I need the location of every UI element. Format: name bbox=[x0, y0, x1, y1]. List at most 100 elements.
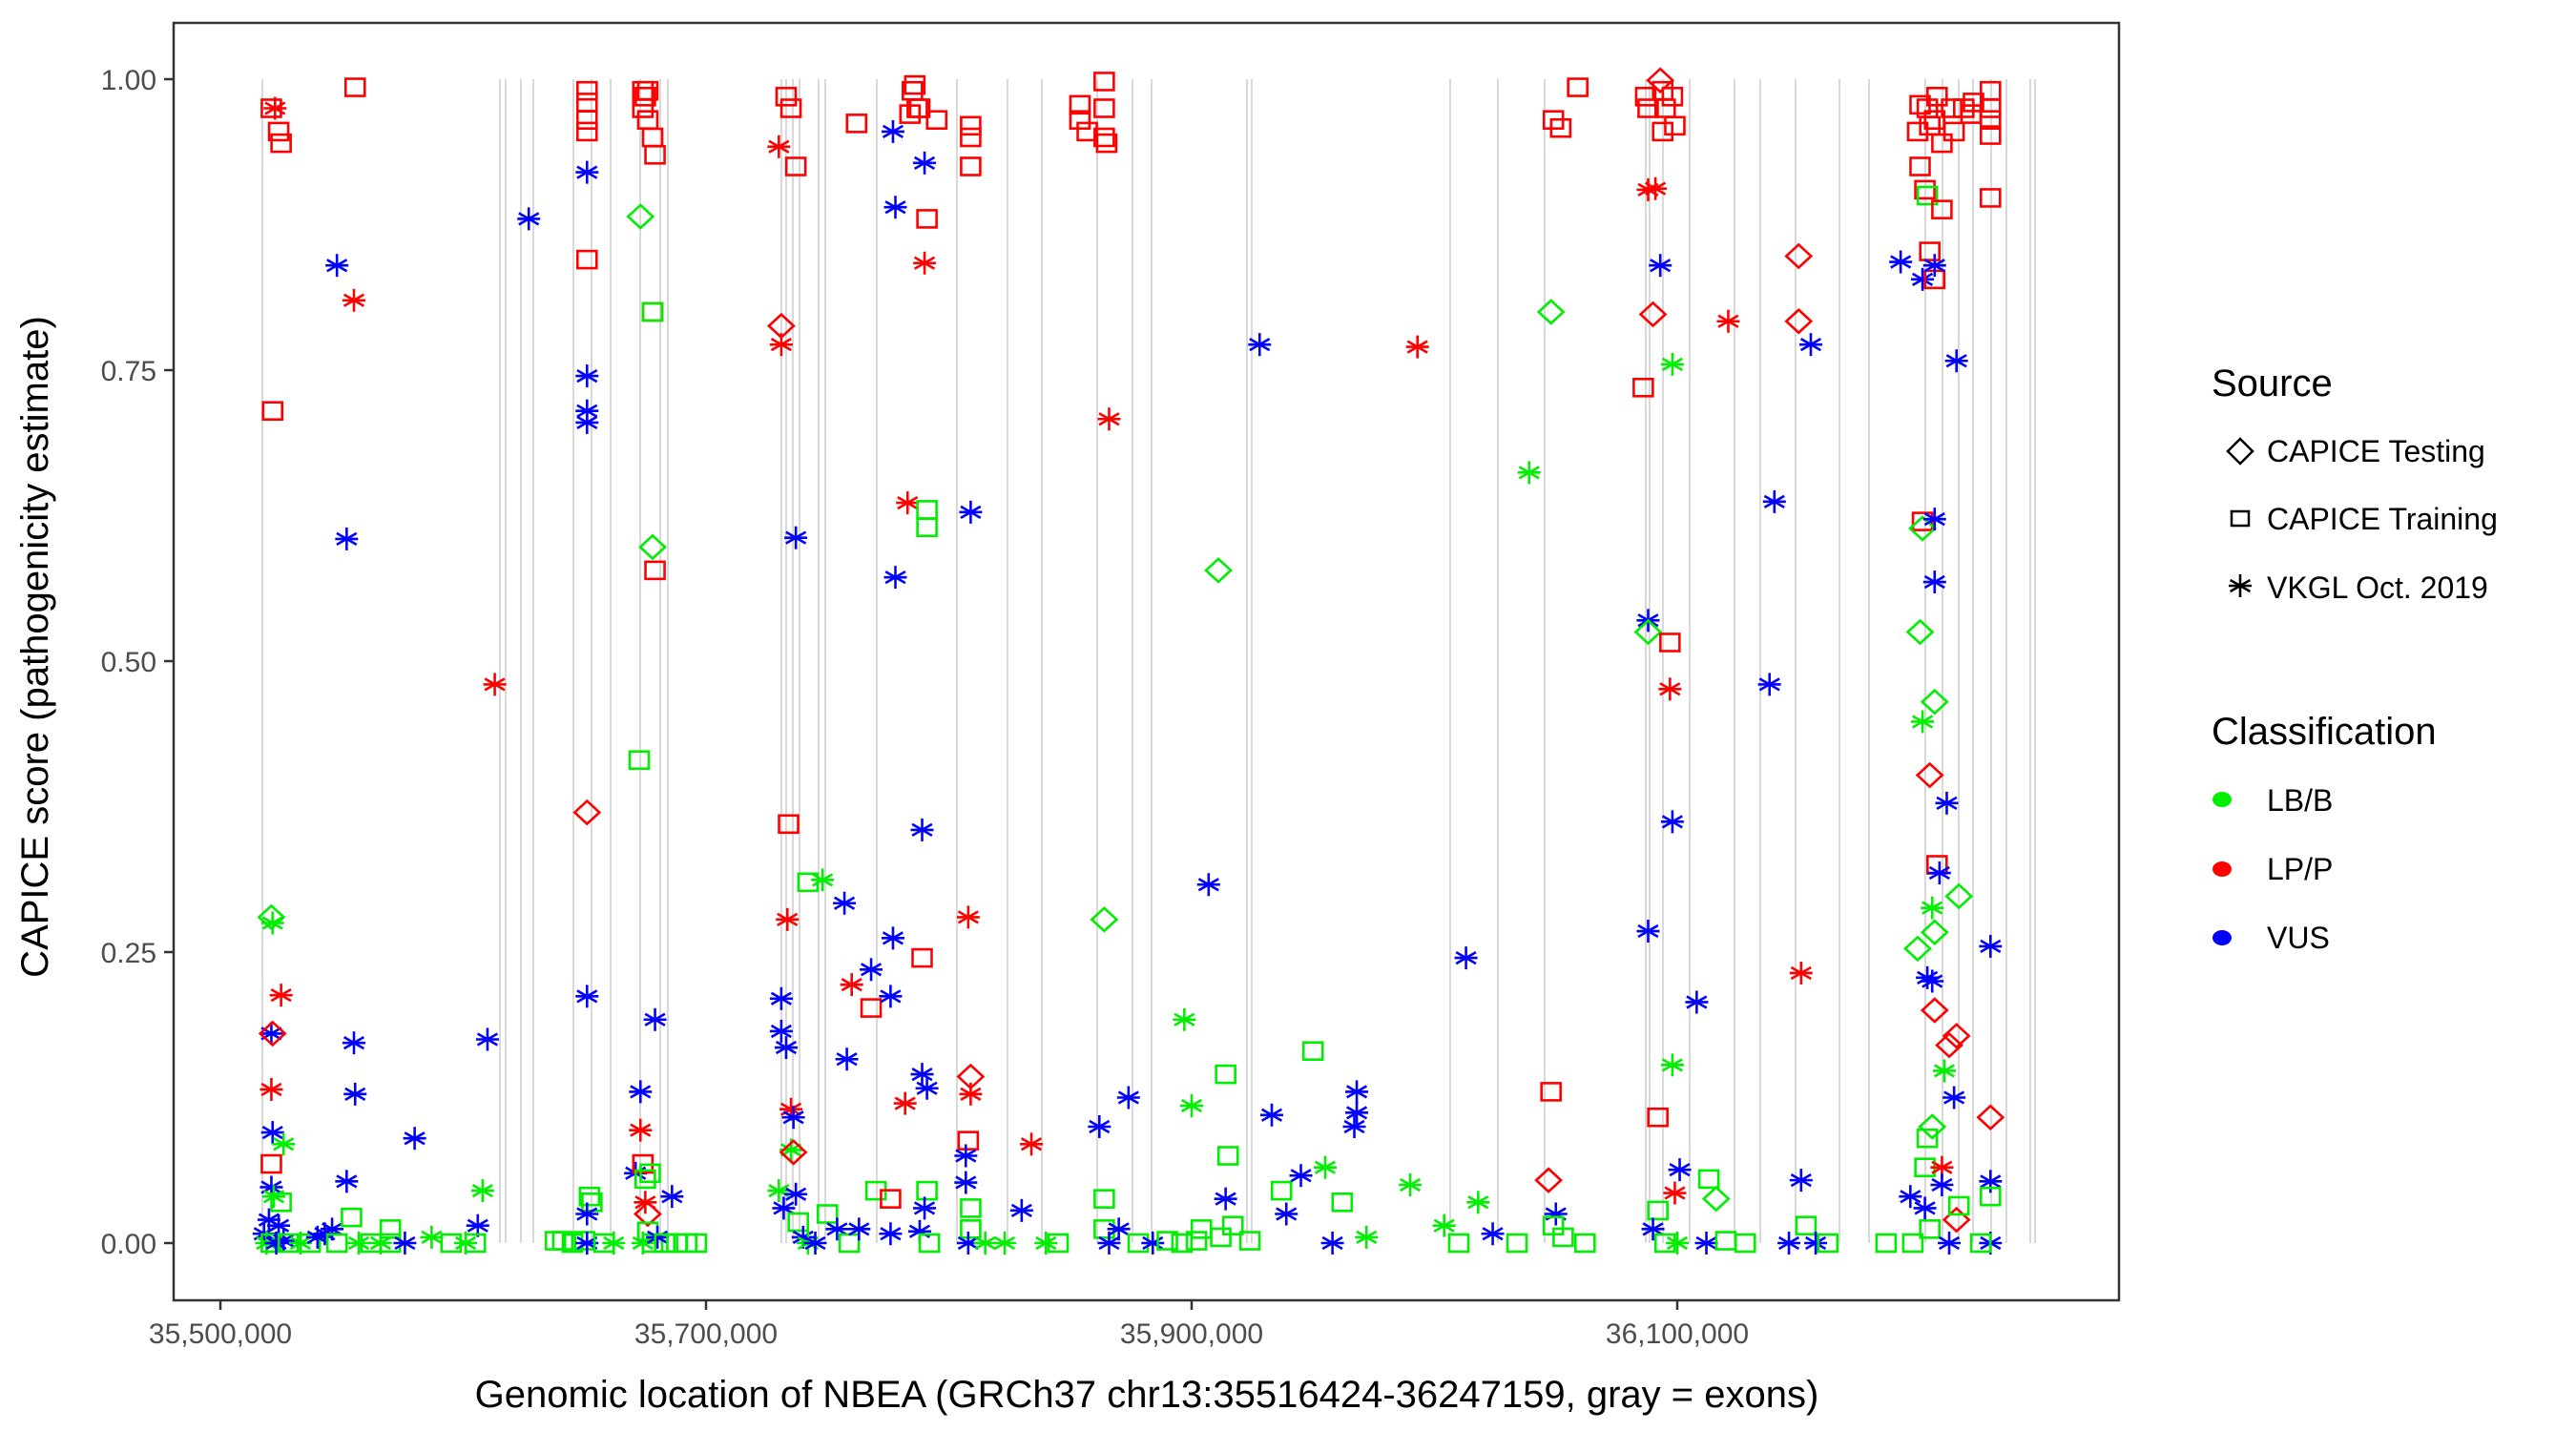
point-capice-training-lb-b bbox=[1916, 1128, 1939, 1149]
legend-entry-vkgl: VKGL Oct. 2019 bbox=[2229, 570, 2488, 605]
point-capice-training-lb-b bbox=[341, 1207, 363, 1228]
point-capice-training-lb-b bbox=[1901, 1233, 1924, 1254]
point-vkgl-vus bbox=[335, 1170, 359, 1193]
point-capice-training-lp-p bbox=[1664, 115, 1686, 136]
point-vkgl-vus bbox=[1345, 1101, 1369, 1125]
x-tick-label: 35,900,000 bbox=[1120, 1318, 1263, 1350]
point-capice-training-lp-p bbox=[1963, 93, 1984, 113]
point-capice-training-lb-b bbox=[1947, 1195, 1970, 1216]
point-vkgl-vus bbox=[1935, 791, 1959, 815]
point-capice-training-lb-b bbox=[270, 1192, 292, 1213]
point-capice-training-lp-p bbox=[575, 121, 598, 142]
point-vkgl-lb-b bbox=[993, 1232, 1017, 1255]
point-vkgl-vus bbox=[825, 1217, 849, 1241]
point-vkgl-lb-b bbox=[602, 1232, 626, 1255]
point-capice-training-lp-p bbox=[1093, 98, 1115, 118]
point-capice-testing-lp-p bbox=[1784, 242, 1814, 270]
point-capice-training-lp-p bbox=[1549, 117, 1572, 138]
point-capice-training-lb-b bbox=[1875, 1233, 1898, 1254]
lb-b-color-dot bbox=[2212, 792, 2232, 807]
point-vkgl-lb-b bbox=[1313, 1155, 1337, 1179]
point-capice-training-lp-p bbox=[925, 110, 948, 130]
point-vkgl-vus bbox=[475, 1027, 499, 1051]
point-capice-testing-lp-p bbox=[1976, 1104, 2005, 1131]
point-capice-training-lp-p bbox=[575, 80, 598, 101]
point-capice-testing-lp-p bbox=[1784, 307, 1814, 335]
y-tick-label: 1.00 bbox=[101, 65, 156, 96]
x-tick-label: 35,500,000 bbox=[149, 1318, 292, 1350]
point-vkgl-lb-b bbox=[1517, 461, 1541, 485]
point-vkgl-lb-b bbox=[1921, 896, 1944, 920]
point-vkgl-vus bbox=[660, 1185, 684, 1209]
point-vkgl-lp-p bbox=[1644, 176, 1668, 200]
point-vkgl-vus bbox=[833, 891, 857, 915]
point-vkgl-vus bbox=[343, 1082, 367, 1106]
point-vkgl-vus bbox=[803, 1232, 827, 1255]
point-vkgl-vus bbox=[879, 1222, 903, 1246]
point-vkgl-vus bbox=[784, 526, 808, 550]
point-vkgl-vus bbox=[403, 1127, 426, 1151]
point-vkgl-vus bbox=[1668, 1158, 1692, 1182]
point-vkgl-lp-p bbox=[1020, 1132, 1044, 1156]
exon-lines bbox=[261, 79, 2036, 1243]
point-capice-training-lb-b bbox=[918, 1233, 941, 1254]
point-vkgl-vus bbox=[1641, 1217, 1665, 1241]
point-vkgl-vus bbox=[847, 1217, 871, 1241]
legend-entry-capice-testing: CAPICE Testing bbox=[2226, 434, 2485, 468]
point-capice-training-lp-p bbox=[1659, 633, 1681, 653]
point-vkgl-lb-b bbox=[1660, 1053, 1684, 1077]
point-capice-training-lp-p bbox=[1632, 377, 1654, 398]
point-vkgl-vus bbox=[1481, 1222, 1505, 1246]
point-vkgl-lb-b bbox=[1180, 1094, 1203, 1118]
point-capice-training-lb-b bbox=[1270, 1180, 1293, 1201]
point-capice-training-lp-p bbox=[634, 87, 656, 107]
point-capice-testing-lb-b bbox=[1920, 688, 1949, 716]
point-vkgl-lp-p bbox=[1658, 677, 1682, 701]
point-vkgl-vus bbox=[784, 1182, 808, 1206]
point-vkgl-lb-b bbox=[1034, 1232, 1058, 1255]
point-capice-training-lp-p bbox=[911, 947, 933, 968]
point-vkgl-vus bbox=[1913, 1196, 1937, 1220]
point-vkgl-vus bbox=[1979, 934, 2003, 958]
point-capice-training-lp-p bbox=[644, 560, 666, 581]
point-vkgl-vus bbox=[1342, 1115, 1366, 1138]
point-capice-training-lp-p bbox=[575, 249, 598, 270]
point-vkgl-vus bbox=[1944, 349, 1968, 373]
point-vkgl-lp-p bbox=[269, 984, 293, 1007]
point-capice-testing-lb-b bbox=[1920, 919, 1949, 946]
point-vkgl-vus bbox=[1289, 1164, 1313, 1188]
point-capice-testing-lp-p bbox=[634, 1200, 662, 1228]
point-vkgl-vus bbox=[517, 207, 541, 231]
point-capice-training-lp-p bbox=[1540, 1082, 1562, 1102]
point-capice-training-lb-b bbox=[1215, 1064, 1236, 1085]
point-vkgl-vus bbox=[774, 1036, 798, 1060]
point-capice-training-lb-b bbox=[1817, 1233, 1839, 1254]
point-vkgl-lb-b bbox=[1911, 710, 1935, 734]
point-vkgl-vus bbox=[879, 985, 903, 1008]
point-vkgl-vus bbox=[1116, 1086, 1140, 1110]
point-vkgl-vus bbox=[1694, 1232, 1718, 1255]
point-capice-testing-lp-p bbox=[1942, 1023, 1971, 1049]
point-capice-training-lb-b bbox=[916, 517, 938, 538]
point-capice-testing-lp-p bbox=[572, 798, 602, 826]
point-capice-training-lp-p bbox=[1093, 72, 1115, 92]
point-vkgl-vus bbox=[629, 1080, 653, 1104]
legend-label-lb-b: LB/B bbox=[2267, 783, 2333, 818]
point-vkgl-vus bbox=[1930, 1173, 1954, 1196]
point-vkgl-vus bbox=[881, 926, 904, 950]
asterisk-icon bbox=[2229, 574, 2252, 597]
legend-entry-vus: VUS bbox=[2212, 921, 2330, 955]
point-vkgl-vus bbox=[1107, 1217, 1131, 1241]
point-capice-training-lp-p bbox=[1069, 94, 1091, 115]
legend-entry-lp-p: LP/P bbox=[2212, 852, 2333, 886]
point-capice-training-lb-b bbox=[1238, 1231, 1261, 1251]
point-capice-training-lp-p bbox=[267, 121, 290, 142]
point-capice-training-lp-p bbox=[916, 209, 938, 229]
point-capice-training-lp-p bbox=[636, 80, 659, 101]
point-capice-training-lb-b bbox=[1506, 1233, 1528, 1254]
y-axis-title: CAPICE score (pathogenicity estimate) bbox=[14, 316, 56, 978]
point-capice-training-lp-p bbox=[1909, 156, 1931, 176]
point-capice-training-lp-p bbox=[1637, 98, 1659, 118]
point-vkgl-vus bbox=[1921, 969, 1944, 993]
point-vkgl-vus bbox=[772, 1196, 796, 1220]
